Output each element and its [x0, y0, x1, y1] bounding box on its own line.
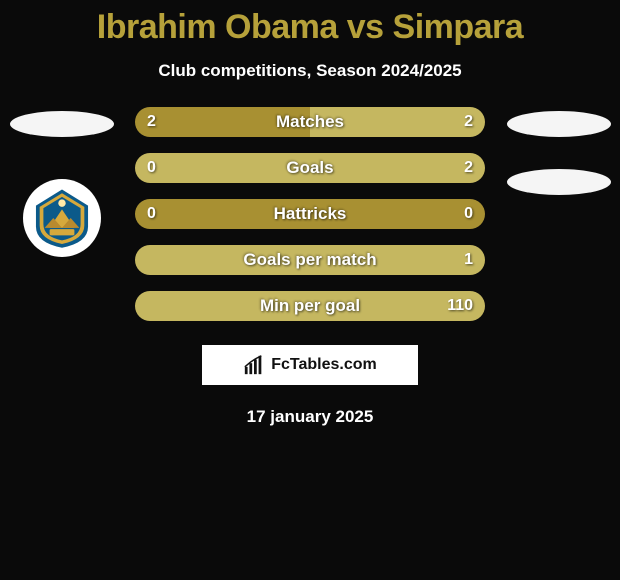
- stat-value-right: 1: [464, 245, 473, 275]
- stat-value-right: 2: [464, 107, 473, 137]
- page-title: Ibrahim Obama vs Simpara: [0, 8, 620, 47]
- stat-bar: Hattricks0 0: [135, 199, 485, 229]
- main-row: Matches22Goals02Hattricks00Goals per mat…: [0, 107, 620, 321]
- stat-value-left: 2: [147, 107, 156, 137]
- club-badge-placeholder: [507, 169, 611, 195]
- stat-bar: Min per goal110: [135, 291, 485, 321]
- player-photo-placeholder: [507, 111, 611, 137]
- comparison-card: Ibrahim Obama vs Simpara Club competitio…: [0, 0, 620, 427]
- stat-bar: Goals0 2: [135, 153, 485, 183]
- stat-label: Hattricks: [135, 199, 485, 229]
- stat-label: Min per goal: [135, 291, 485, 321]
- stat-label: Matches: [135, 107, 485, 137]
- stat-label: Goals per match: [135, 245, 485, 275]
- date-text: 17 january 2025: [0, 407, 620, 427]
- pyramids-badge-icon: [31, 187, 93, 249]
- subtitle: Club competitions, Season 2024/2025: [0, 61, 620, 81]
- stat-value-left: 0: [147, 153, 156, 183]
- chart-icon: [243, 354, 265, 376]
- branding-text: FcTables.com: [271, 356, 377, 374]
- stat-value-left: 0: [147, 199, 156, 229]
- player-photo-placeholder: [10, 111, 114, 137]
- club-badge-left: [23, 179, 101, 257]
- stat-value-right: 2: [464, 153, 473, 183]
- branding-box[interactable]: FcTables.com: [202, 345, 418, 385]
- stat-bar: Goals per match1: [135, 245, 485, 275]
- left-player-col: [8, 107, 115, 257]
- stats-column: Matches22Goals02Hattricks00Goals per mat…: [135, 107, 485, 321]
- right-player-col: [505, 107, 612, 195]
- stat-value-right: 110: [447, 291, 473, 321]
- stat-bar: Matches2 2: [135, 107, 485, 137]
- stat-value-right: 0: [464, 199, 473, 229]
- stat-label: Goals: [135, 153, 485, 183]
